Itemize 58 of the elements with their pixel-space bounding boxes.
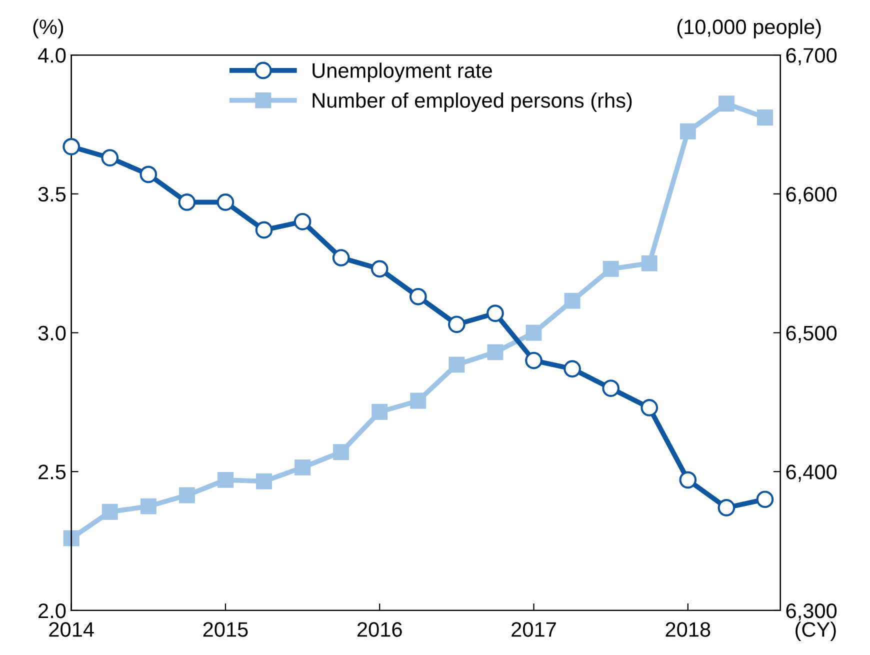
point [525, 352, 542, 370]
x-tick-label: 2017 [512, 622, 556, 637]
point [372, 404, 388, 420]
point [62, 138, 80, 156]
point [294, 212, 312, 230]
point [564, 360, 581, 378]
x-tick-label: 2014 [49, 622, 94, 637]
y-tick-label: 2.0 [38, 603, 66, 618]
point [680, 123, 696, 140]
x-tick-label: 2018 [666, 622, 710, 637]
y2-tick-label: 6,300 [786, 603, 837, 621]
point [256, 473, 272, 490]
x-tick-label: 2015 [203, 622, 248, 637]
legend-label: Unemployment rate [312, 62, 492, 82]
point [178, 487, 195, 504]
point [217, 472, 234, 488]
point [216, 194, 234, 211]
point [756, 110, 773, 126]
point [564, 292, 580, 309]
y2-axis-title: (10,000 people) [677, 18, 821, 38]
legend-label: Number of employed persons (rhs) [312, 92, 632, 112]
point [140, 498, 156, 514]
y-tick-label: 3.5 [38, 186, 66, 202]
point [370, 260, 388, 278]
point [718, 96, 734, 112]
point [294, 459, 311, 476]
point [101, 149, 119, 166]
point [255, 221, 273, 239]
y2-tick-label: 6,700 [786, 48, 837, 66]
point [63, 530, 80, 546]
point [679, 471, 697, 489]
point [602, 260, 619, 277]
point [526, 324, 542, 341]
point [333, 444, 350, 460]
y-tick-label: 2.5 [38, 464, 66, 480]
y2-tick-label: 6,400 [786, 464, 837, 482]
point [332, 249, 350, 266]
point [140, 166, 158, 184]
point [641, 255, 658, 272]
point [410, 392, 426, 409]
point [756, 490, 774, 508]
y2-tick-label: 6,600 [786, 186, 837, 204]
y-axis-title: (%) [33, 18, 64, 38]
x-tick-label: 2016 [358, 622, 402, 637]
point [102, 504, 118, 520]
point [487, 344, 504, 360]
y2-tick-label: 6,500 [786, 326, 837, 343]
point [448, 356, 465, 373]
point [718, 499, 736, 516]
point [178, 194, 196, 211]
y-tick-label: 4.0 [38, 48, 66, 63]
point [602, 380, 620, 397]
y-tick-label: 3.0 [38, 326, 66, 340]
point [640, 399, 658, 416]
point [409, 288, 427, 306]
point [486, 304, 504, 322]
point [448, 316, 466, 334]
x-axis-title: (CY) [796, 622, 836, 641]
